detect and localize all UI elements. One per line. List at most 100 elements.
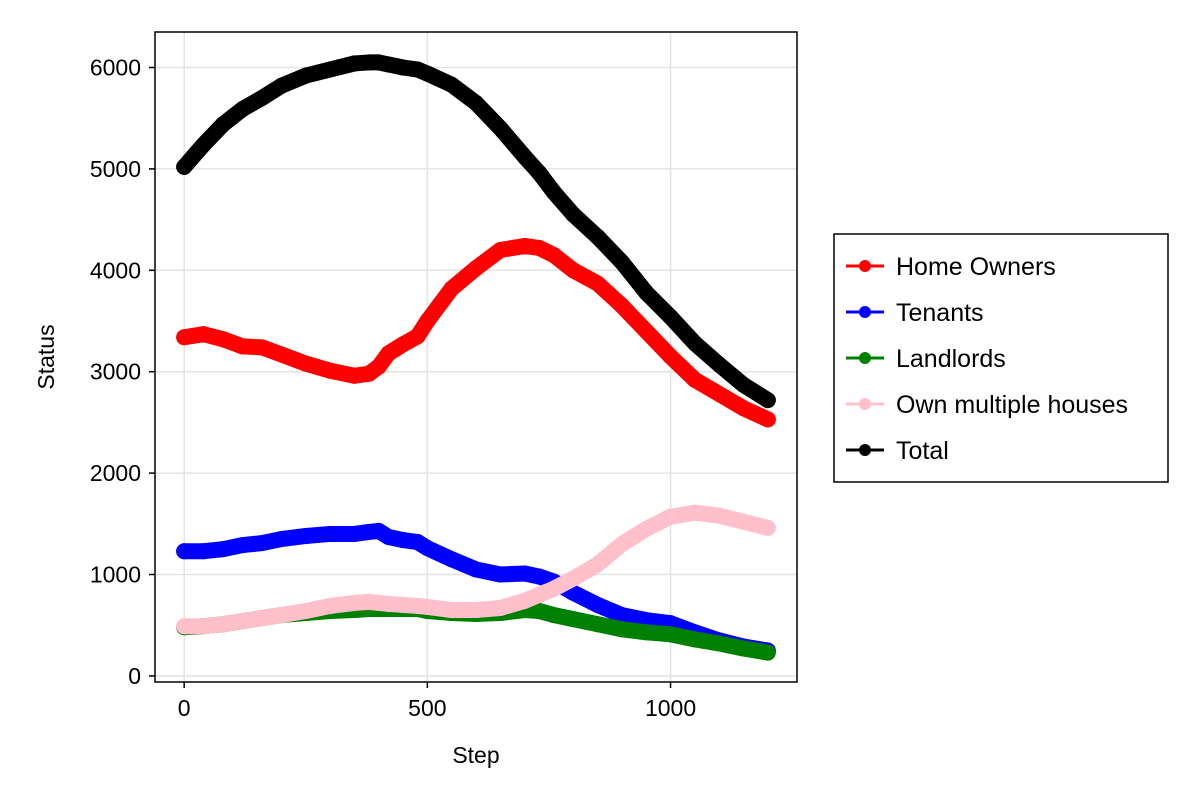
data-point [662,348,679,365]
data-point [273,531,290,548]
x-axis-label: Step [452,742,499,768]
data-point [215,541,232,558]
data-point [297,527,314,544]
data-point [638,520,655,537]
data-point [735,376,752,393]
y-tick-label: 5000 [90,156,141,182]
data-point [759,519,776,536]
data-point [516,148,533,165]
data-point [322,525,339,542]
data-point [346,525,363,542]
legend-marker-swatch [859,398,871,410]
data-point [443,602,460,619]
data-point [686,504,703,521]
data-point [613,536,630,553]
data-point [395,532,412,549]
data-point [443,76,460,93]
data-point [419,65,436,82]
data-point [492,566,509,583]
data-point [662,308,679,325]
data-point [516,237,533,254]
data-point [589,228,606,245]
data-point [589,596,606,613]
data-point [346,594,363,611]
axis-ticks: 0 500 1000 0 1000 2000 3000 4000 5000 6000 [90,54,696,721]
data-point [589,556,606,573]
data-point [273,346,290,363]
data-point [176,158,193,175]
data-point [492,120,509,137]
data-point [711,635,728,652]
data-point [254,339,270,356]
y-tick-label: 0 [128,663,141,689]
data-point [409,328,426,345]
x-tick-label: 500 [408,695,446,721]
data-point [443,551,460,568]
data-point [531,586,548,603]
data-point [613,254,630,271]
data-point [234,537,251,554]
data-point [297,603,314,620]
data-point [254,89,270,106]
data-point [234,101,251,118]
series-home-owners [176,237,776,428]
data-point [322,362,339,379]
data-point [531,164,548,181]
data-point [565,611,582,628]
data-point [492,599,509,616]
series-layer [176,54,776,661]
data-point [215,116,232,133]
data-point [468,561,484,578]
data-point [443,280,460,297]
data-point [545,184,562,201]
data-point [516,592,533,609]
data-point [254,535,270,552]
data-point [613,621,630,638]
data-point [195,136,212,153]
data-point [545,247,562,264]
data-point [176,329,193,346]
data-point [419,313,436,330]
data-point [380,56,397,73]
data-point [516,565,533,582]
x-tick-label: 0 [178,695,191,721]
data-point [545,580,562,597]
data-point [638,624,655,641]
data-point [686,335,703,352]
data-point [273,77,290,94]
data-point [195,618,212,635]
data-point [531,603,548,620]
data-point [380,595,397,612]
series-own-multiple-houses [176,504,776,635]
data-point [711,356,728,373]
y-tick-label: 1000 [90,562,141,588]
data-point [686,371,703,388]
data-point [759,644,776,661]
data-point [176,543,193,560]
legend-label: Home Owners [896,253,1056,281]
legend-label: Total [896,437,949,465]
y-axis-label: Status [33,324,59,389]
data-point [531,239,548,256]
data-point [565,262,582,279]
data-point [234,613,251,630]
data-point [492,242,509,259]
data-point [735,400,752,417]
legend-marker-swatch [859,260,871,272]
data-point [565,206,582,223]
legend-box [833,233,1169,483]
data-point [380,528,397,545]
data-point [686,631,703,648]
data-point [589,616,606,633]
legend-label: Tenants [896,299,984,327]
y-tick-label: 2000 [90,460,141,486]
legend-item: Tenants [846,299,984,327]
legend-label: Own multiple houses [896,391,1128,419]
data-point [195,543,212,560]
series-total [176,54,776,409]
data-point [395,596,412,613]
data-point [638,284,655,301]
x-tick-label: 1000 [645,695,696,721]
